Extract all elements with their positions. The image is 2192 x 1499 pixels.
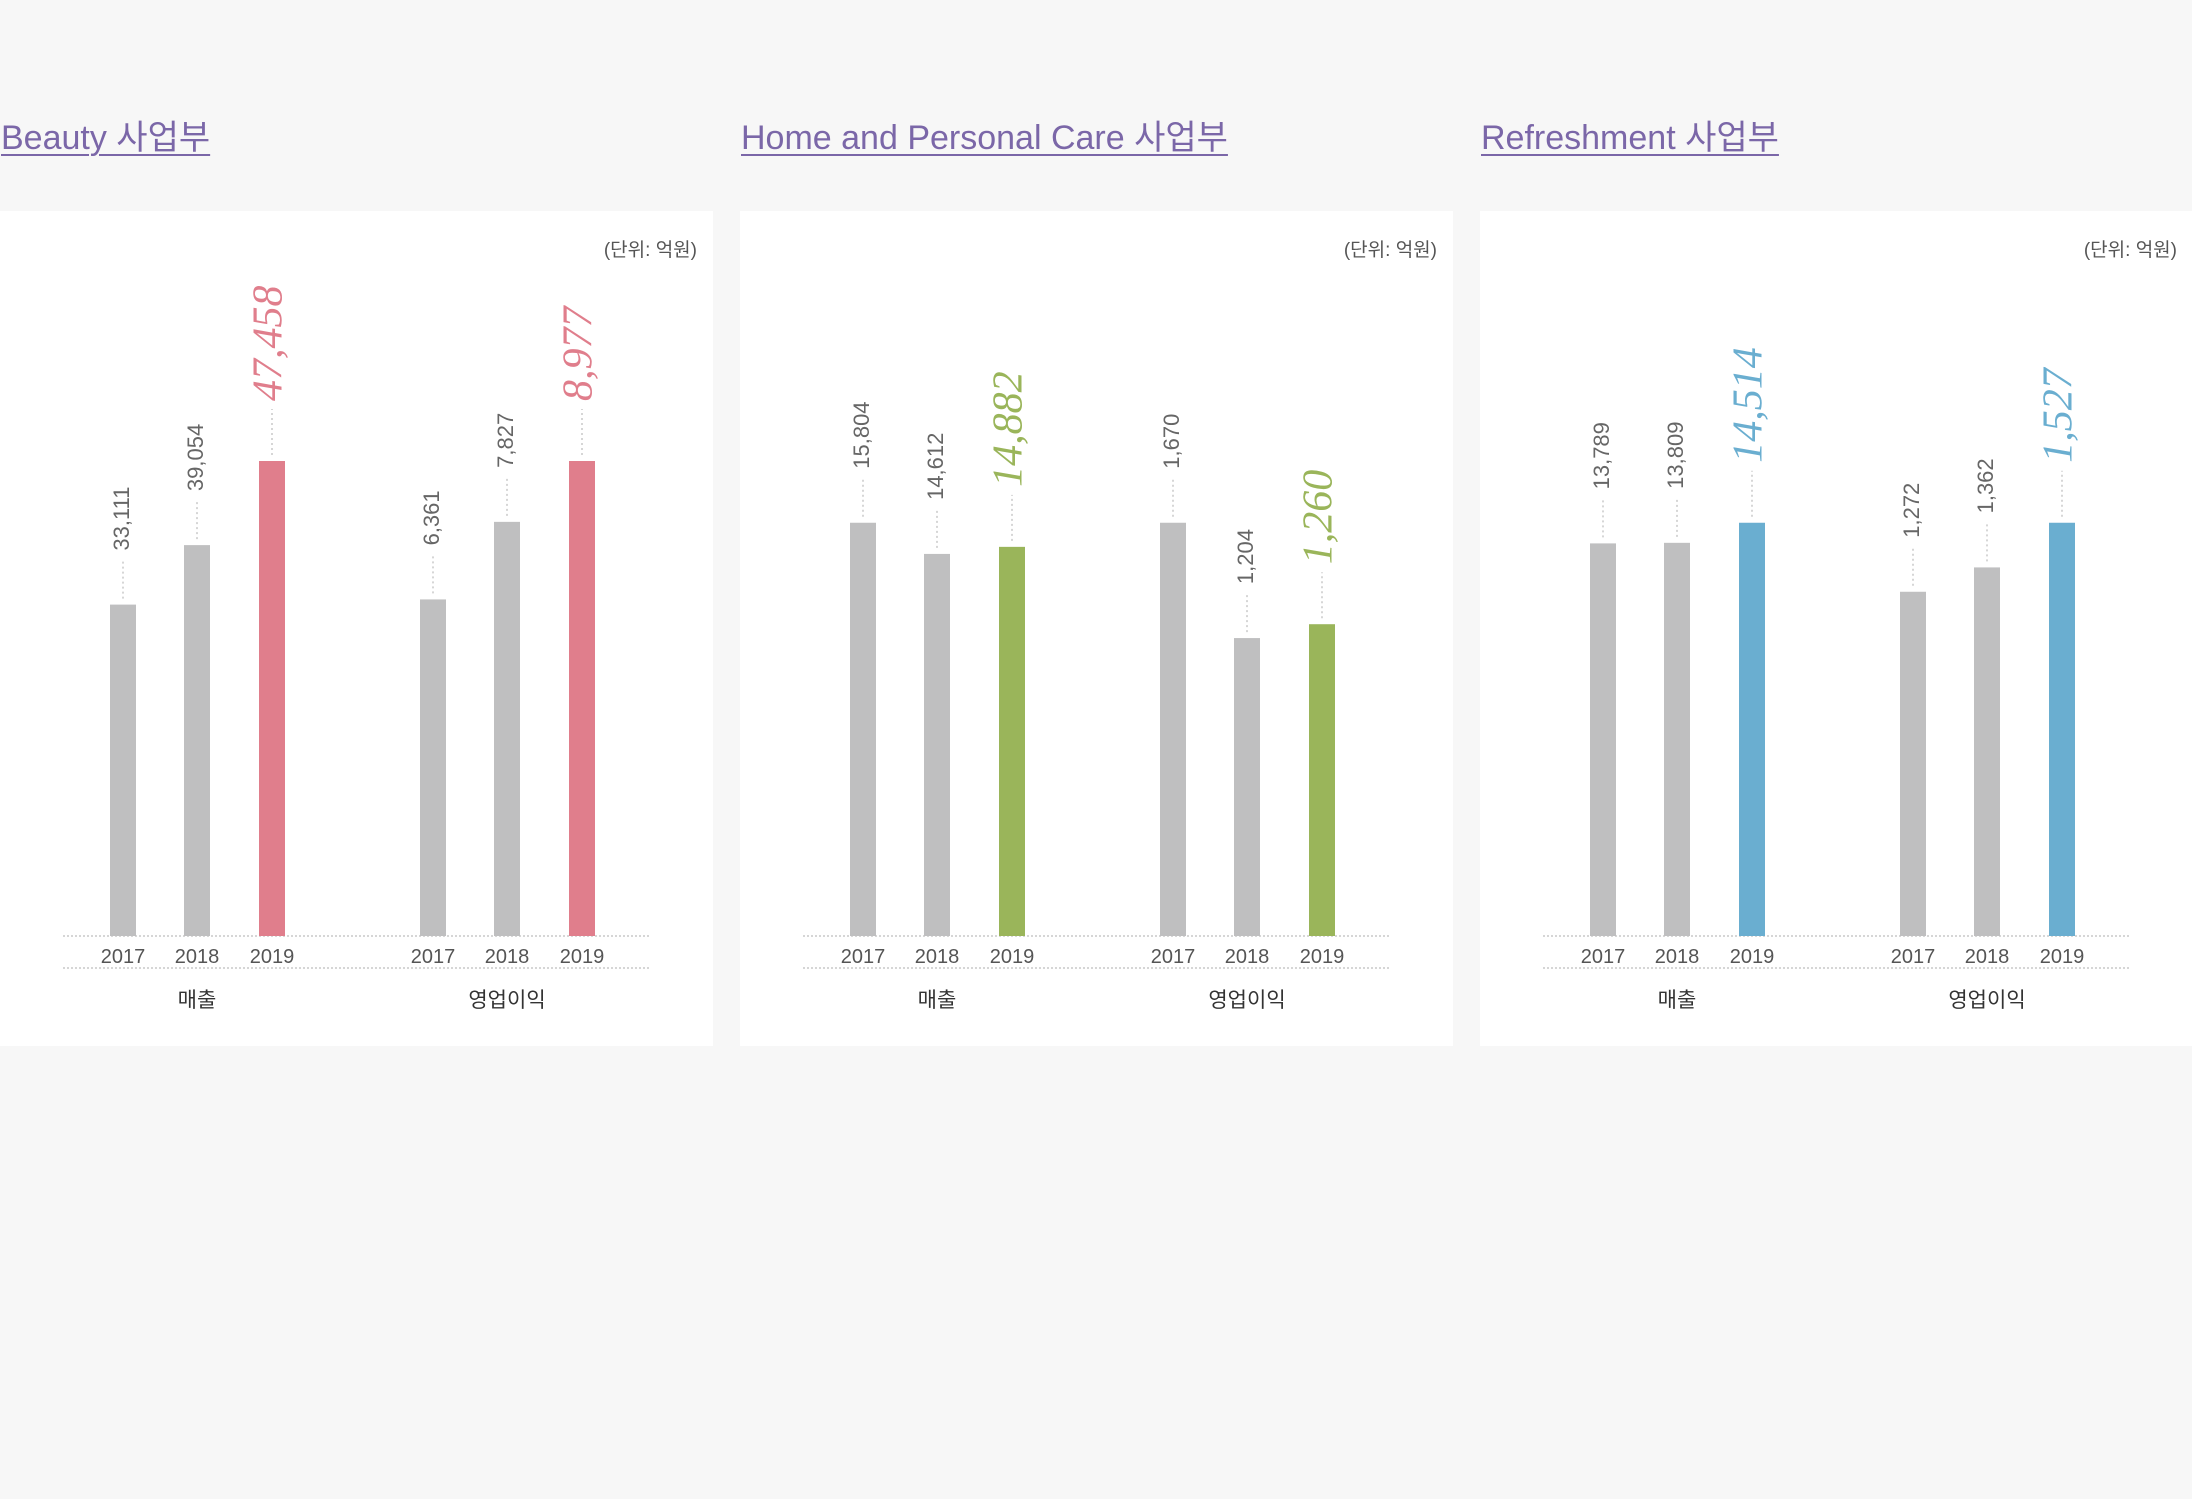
year-label: 2019 <box>1730 946 1775 968</box>
bar-2018 <box>184 545 210 936</box>
group-label: 영업이익 <box>1208 989 1285 1012</box>
year-label: 2019 <box>250 946 295 968</box>
value-label: 1,362 <box>1973 458 1998 513</box>
bar-2019 <box>259 461 285 936</box>
group-label: 영업이익 <box>468 989 545 1012</box>
chart-card-refreshment: (단위: 억원) 13,789 2017 13,809 2018 14,514 2019 매출… <box>1480 211 2192 1046</box>
group-label: 매출 <box>918 989 957 1012</box>
chart-refreshment: (단위: 억원) 13,789 2017 13,809 2018 14,514 2019 매출… <box>1543 239 2177 1012</box>
value-label: 1,272 <box>1899 483 1924 538</box>
year-label: 2017 <box>1581 946 1626 968</box>
chart-hpc: (단위: 억원) 15,804 2017 14,612 2018 14,882 2019 매출… <box>803 239 1437 1012</box>
section-title-beauty[interactable]: Beauty 사업부 <box>1 119 211 157</box>
value-label: 47,458 <box>246 286 292 402</box>
year-label: 2017 <box>1151 946 1196 968</box>
section-title-hpc[interactable]: Home and Personal Care 사업부 <box>741 119 1228 157</box>
value-label: 7,827 <box>493 413 518 468</box>
year-label: 2019 <box>1300 946 1345 968</box>
bar-2019 <box>569 461 595 936</box>
bar-2019 <box>1309 624 1335 936</box>
value-label: 1,260 <box>1296 470 1342 564</box>
year-label: 2018 <box>915 946 960 968</box>
chart-card-beauty: (단위: 억원) 33,111 2017 39,054 2018 47,458 2019 매출… <box>0 211 713 1046</box>
year-label: 2017 <box>411 946 456 968</box>
value-label: 1,670 <box>1159 414 1184 469</box>
value-label: 1,204 <box>1233 529 1258 584</box>
bar-2019 <box>2049 522 2075 936</box>
bar-2018 <box>1664 542 1690 936</box>
year-label: 2019 <box>990 946 1035 968</box>
year-label: 2018 <box>175 946 220 968</box>
year-label: 2017 <box>841 946 886 968</box>
value-label: 14,514 <box>1726 347 1772 463</box>
bar-2019 <box>999 546 1025 936</box>
value-label: 15,804 <box>849 401 874 468</box>
year-label: 2019 <box>560 946 605 968</box>
unit-label: (단위: 억원) <box>1344 239 1437 261</box>
value-label: 33,111 <box>109 487 134 551</box>
value-label: 13,789 <box>1589 422 1614 489</box>
bar-2018 <box>924 553 950 936</box>
value-label: 1,527 <box>2036 366 2082 463</box>
year-label: 2018 <box>1225 946 1270 968</box>
bar-2017 <box>420 599 446 936</box>
year-label: 2017 <box>101 946 146 968</box>
year-label: 2019 <box>2040 946 2085 968</box>
bar-2017 <box>1900 591 1926 936</box>
year-label: 2018 <box>1655 946 1700 968</box>
chart-beauty: (단위: 억원) 33,111 2017 39,054 2018 47,458 2019 매출… <box>63 239 697 1012</box>
value-label: 8,977 <box>556 305 602 402</box>
year-label: 2018 <box>485 946 530 968</box>
bar-2017 <box>1590 543 1616 936</box>
bar-2018 <box>494 521 520 936</box>
value-label: 6,361 <box>419 490 444 545</box>
year-label: 2018 <box>1965 946 2010 968</box>
group-label: 매출 <box>178 989 217 1012</box>
group-label: 매출 <box>1658 989 1697 1012</box>
value-label: 39,054 <box>183 424 208 491</box>
bar-2019 <box>1739 522 1765 936</box>
value-label: 14,882 <box>986 371 1032 487</box>
group-label: 영업이익 <box>1948 989 2025 1012</box>
value-label: 14,612 <box>923 433 948 500</box>
bar-2017 <box>1160 522 1186 936</box>
bar-2017 <box>850 522 876 936</box>
value-label: 13,809 <box>1663 422 1688 489</box>
year-label: 2017 <box>1891 946 1936 968</box>
chart-card-hpc: (단위: 억원) 15,804 2017 14,612 2018 14,882 2019 매출… <box>740 211 1453 1046</box>
unit-label: (단위: 억원) <box>2084 239 2177 261</box>
unit-label: (단위: 억원) <box>604 239 697 261</box>
bar-2018 <box>1234 638 1260 936</box>
bar-2018 <box>1974 567 2000 936</box>
section-title-refreshment[interactable]: Refreshment 사업부 <box>1481 119 1779 157</box>
bar-2017 <box>110 604 136 936</box>
